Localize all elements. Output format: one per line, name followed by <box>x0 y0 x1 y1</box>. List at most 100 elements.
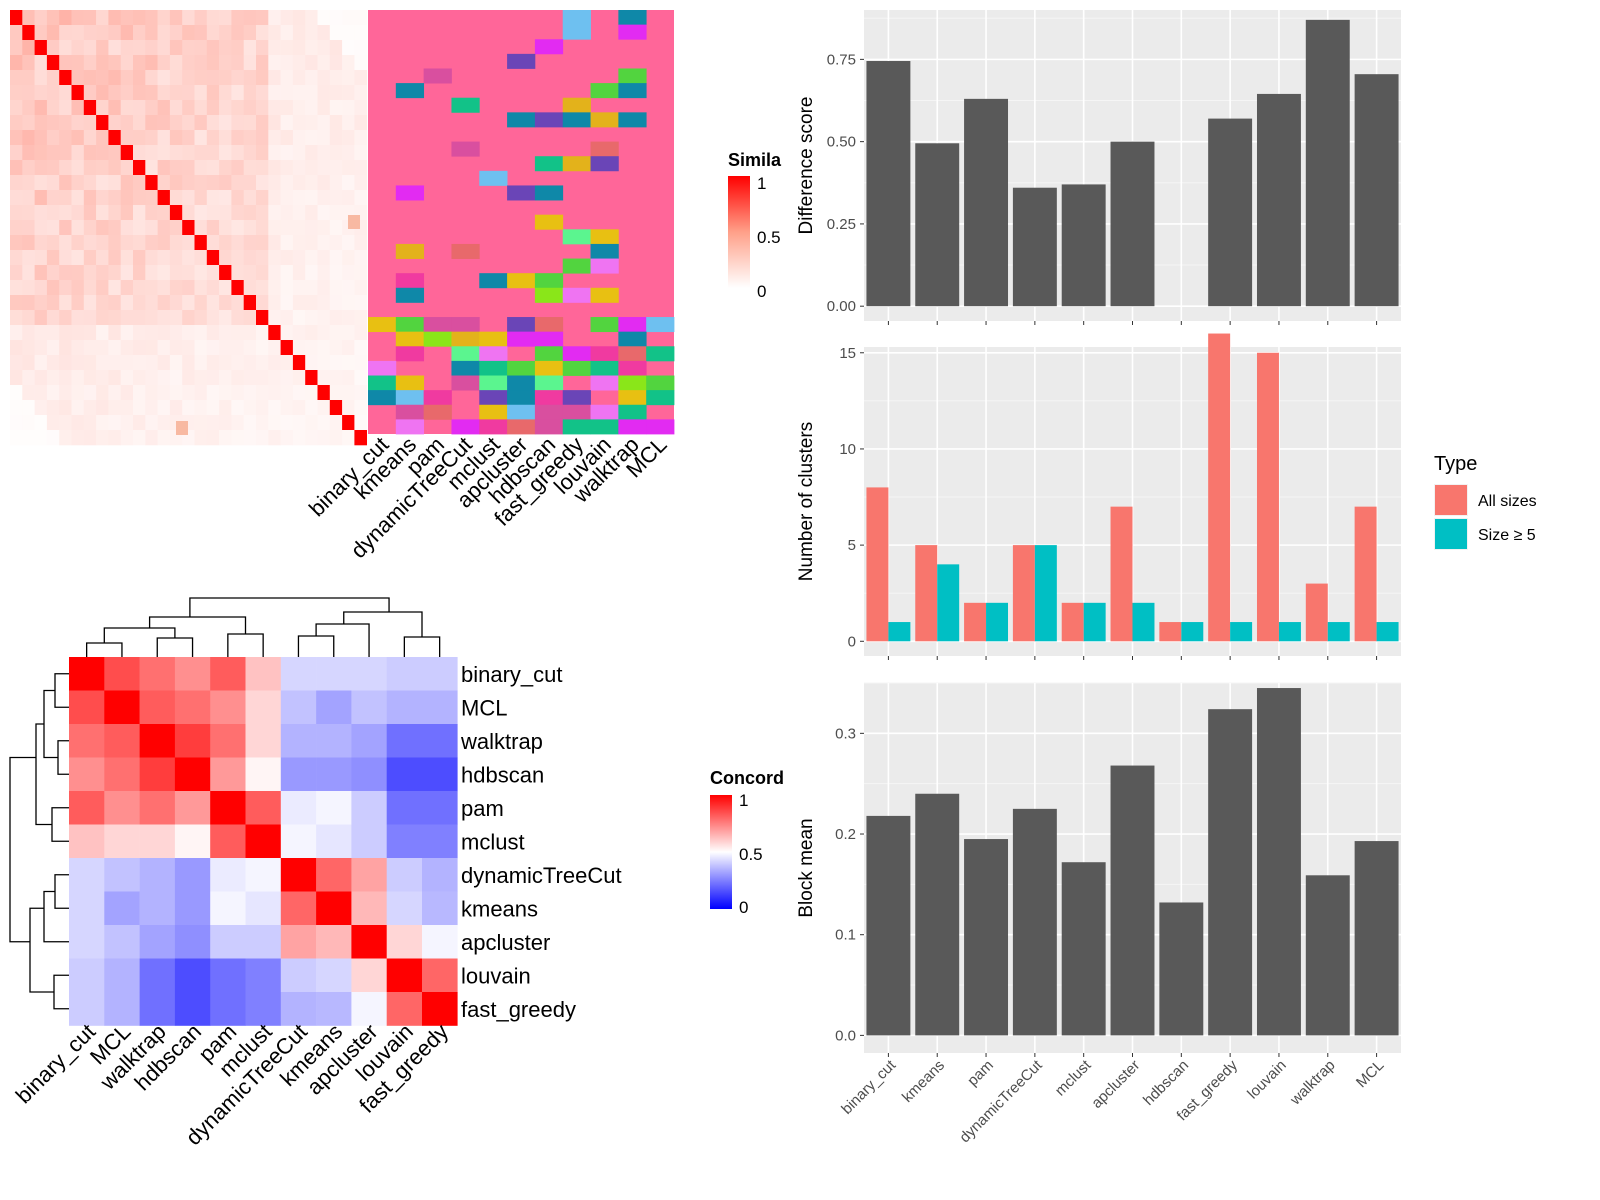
bar <box>1061 184 1106 307</box>
legend-key <box>1435 519 1467 549</box>
similarity-cell <box>231 280 244 296</box>
membership-cell <box>646 375 675 391</box>
similarity-cell <box>46 145 60 161</box>
membership-cell <box>534 156 564 172</box>
similarity-cell <box>243 220 257 236</box>
similarity-cell <box>169 40 183 56</box>
membership-cell <box>646 317 675 333</box>
similarity-cell <box>231 190 244 206</box>
similarity-cell <box>182 220 195 236</box>
bar-all-sizes <box>1208 333 1231 642</box>
similarity-cell <box>145 325 158 341</box>
similarity-cell <box>22 115 35 131</box>
similarity-cell <box>268 220 281 236</box>
similarity-cell <box>317 205 331 221</box>
similarity-cell <box>71 430 85 446</box>
similarity-cell <box>292 370 306 386</box>
similarity-cell <box>256 280 269 296</box>
membership-cell <box>451 243 480 259</box>
membership-cell <box>451 375 480 391</box>
similarity-cell <box>329 70 343 86</box>
similarity-cell <box>133 70 146 86</box>
similarity-cell <box>157 145 171 161</box>
dendrogram-branch <box>343 611 423 637</box>
similarity-cell <box>83 190 97 206</box>
similarity-cell <box>256 310 269 326</box>
similarity-cell <box>157 175 171 191</box>
similarity-cell <box>83 430 97 446</box>
similarity-cell <box>133 400 146 416</box>
similarity-cell <box>206 175 220 191</box>
similarity-cell <box>256 385 269 401</box>
similarity-cell <box>354 355 367 371</box>
similarity-cell <box>256 355 269 371</box>
similarity-cell <box>108 415 121 431</box>
similarity-cell <box>354 40 367 56</box>
membership-cell <box>590 243 619 259</box>
similarity-cell <box>59 430 72 446</box>
membership-cell <box>562 390 591 406</box>
similarity-cell <box>96 70 109 86</box>
concordance-cell <box>104 757 140 792</box>
membership-cell <box>618 404 647 420</box>
concordance-cell <box>351 925 387 959</box>
similarity-cell <box>120 85 134 101</box>
similarity-cell <box>34 160 48 176</box>
similarity-cell <box>243 190 257 206</box>
bar-all-sizes <box>1012 545 1035 642</box>
similarity-cell <box>96 310 109 326</box>
similarity-cell <box>256 340 269 356</box>
membership-cell <box>562 112 591 128</box>
similarity-cell <box>157 400 171 416</box>
similarity-cell <box>108 280 121 296</box>
dendrogram-branch <box>156 637 194 657</box>
similarity-cell <box>59 415 72 431</box>
concordance-cell <box>210 724 246 758</box>
dendrogram-branch <box>54 874 69 909</box>
similarity-cell <box>145 415 158 431</box>
similarity-cell <box>182 175 195 191</box>
concordance-cell <box>210 757 246 792</box>
similarity-cell <box>71 70 85 86</box>
dendrogram-branch <box>315 623 370 657</box>
similarity-cell <box>256 235 269 251</box>
membership-cell <box>618 317 647 333</box>
similarity-cell <box>83 385 97 401</box>
membership-cell <box>395 390 425 406</box>
similarity-cell <box>145 265 158 281</box>
concordance-cell <box>245 724 282 758</box>
similarity-cell <box>243 25 257 41</box>
y-tick-label: 0.25 <box>827 216 856 233</box>
similarity-cell <box>219 250 232 266</box>
similarity-cell <box>96 370 109 386</box>
similarity-cell <box>219 310 232 326</box>
similarity-cell <box>317 25 331 41</box>
similarity-cell <box>96 40 109 56</box>
similarity-cell <box>83 415 97 431</box>
similarity-cell <box>157 220 171 236</box>
similarity-cell <box>96 55 109 71</box>
bar <box>1012 808 1057 1036</box>
similarity-cell <box>256 25 269 41</box>
similarity-cell <box>34 190 48 206</box>
similarity-cell <box>354 325 367 341</box>
concordance-cell <box>69 724 105 758</box>
similarity-cell <box>133 130 146 146</box>
similarity-cell <box>305 220 318 236</box>
concordance-cell <box>316 925 352 959</box>
similarity-cell <box>22 55 35 71</box>
similarity-cell <box>243 415 257 431</box>
similarity-cell <box>219 70 232 86</box>
similarity-cell <box>96 325 109 341</box>
similarity-cell <box>231 70 244 86</box>
concordance-cell <box>280 791 317 825</box>
bar <box>1159 902 1204 1036</box>
similarity-cell <box>280 130 294 146</box>
membership-cell <box>507 273 536 289</box>
similarity-cell <box>231 160 244 176</box>
concordance-cell <box>386 724 423 758</box>
similarity-cell <box>231 415 244 431</box>
similarity-cell <box>59 40 72 56</box>
similarity-cell <box>145 100 158 116</box>
similarity-cell <box>46 85 60 101</box>
